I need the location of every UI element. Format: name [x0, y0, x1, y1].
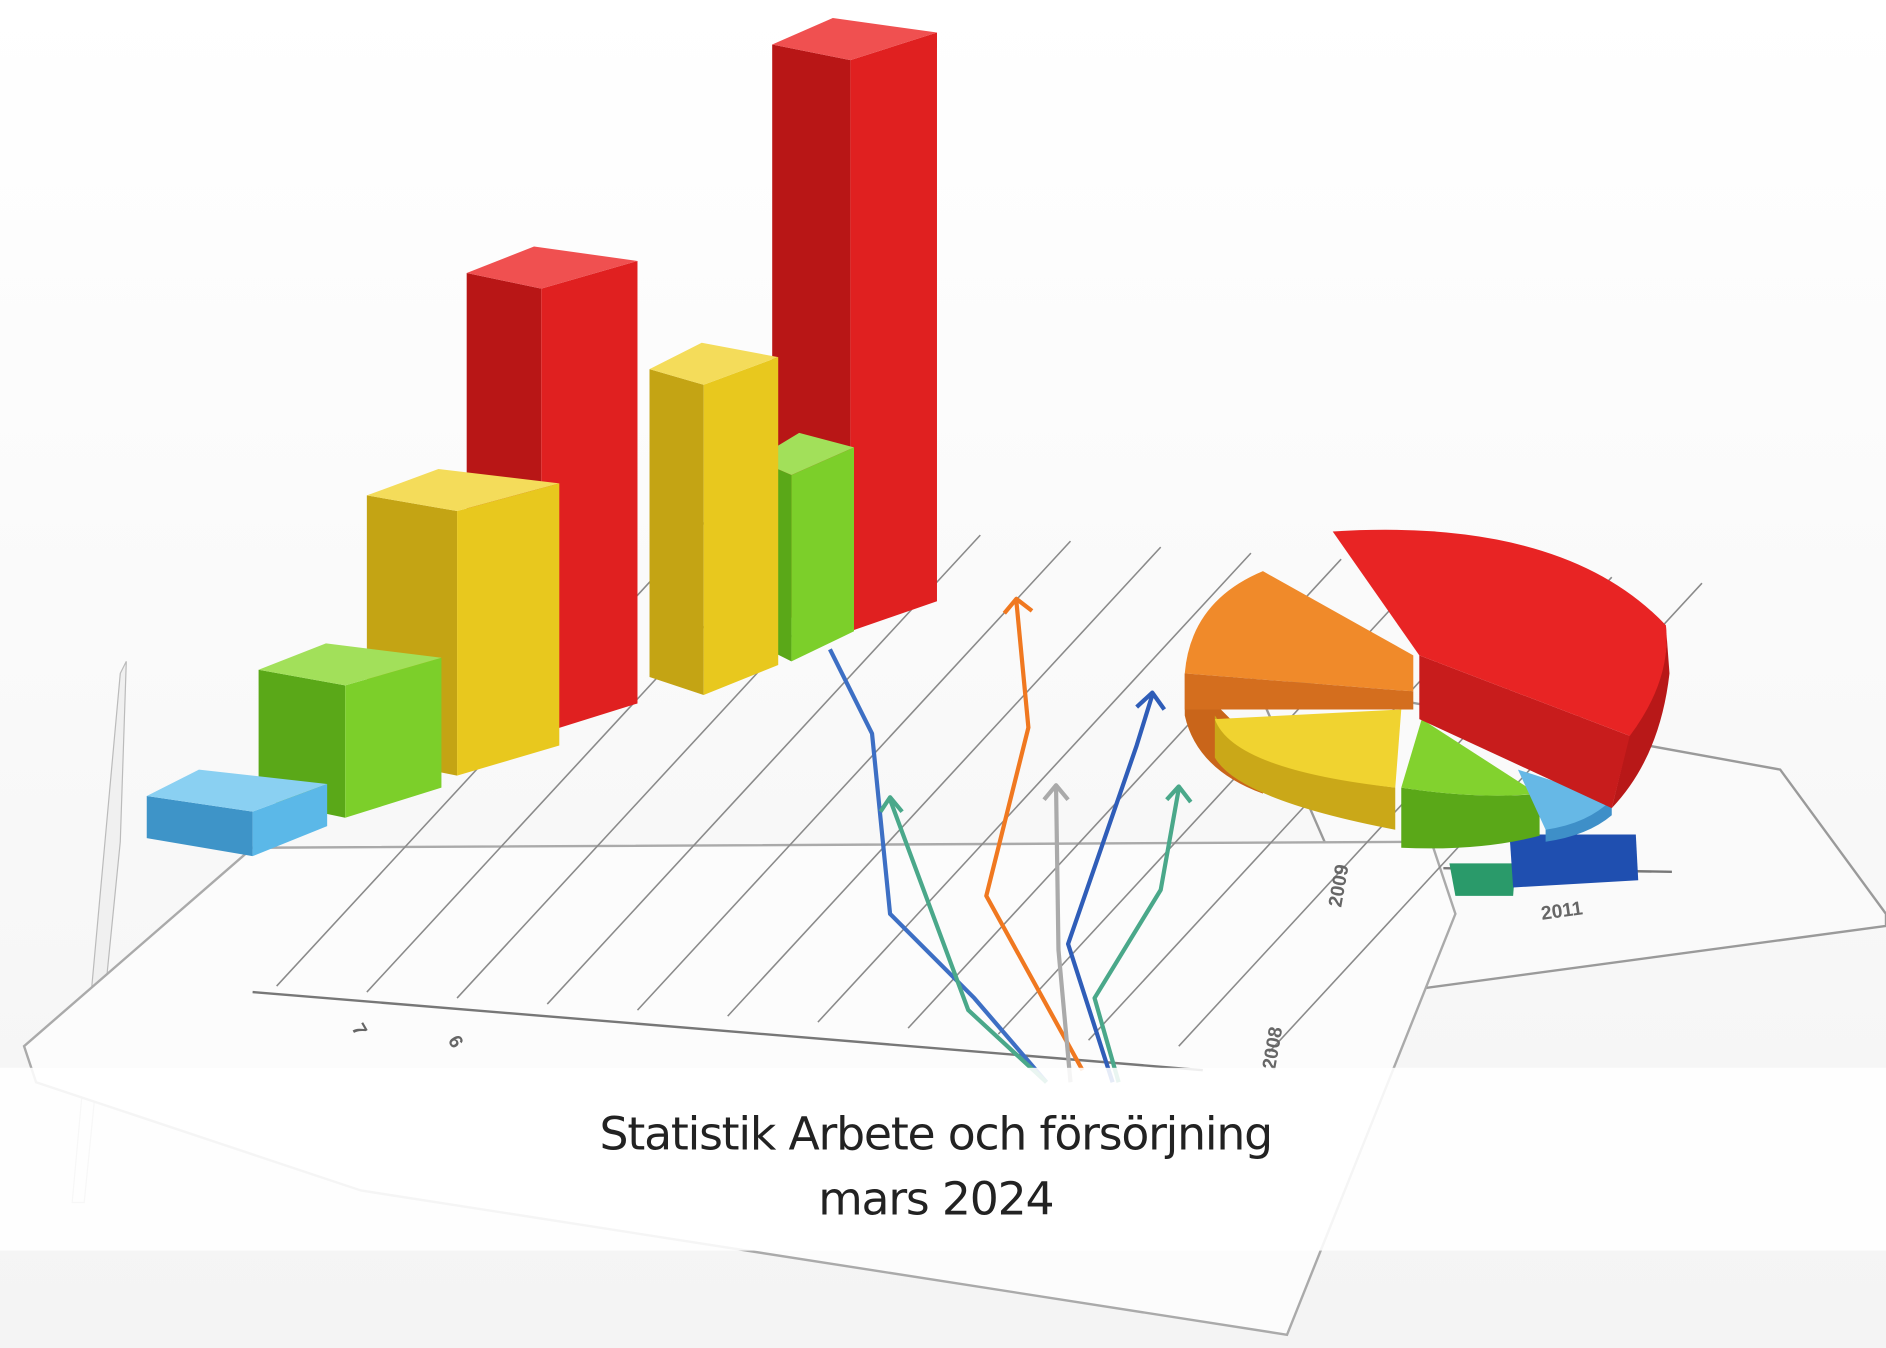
- arrow: [1002, 596, 1034, 615]
- bar-top: [146, 769, 328, 812]
- cover-title: Statistik Arbete och försörjning: [600, 1108, 1272, 1161]
- pie-slice: [1401, 719, 1538, 796]
- bar-side: [252, 784, 328, 857]
- arrow: [1135, 690, 1167, 711]
- bar-side: [791, 447, 854, 662]
- illustration-bar: [1509, 834, 1639, 888]
- bar-top: [366, 468, 560, 512]
- line: [1092, 788, 1181, 1083]
- bar-side: [703, 357, 779, 696]
- pie-side: [1184, 673, 1414, 710]
- illustration-lines: [828, 596, 1193, 1084]
- line: [888, 798, 1048, 1084]
- bar-top: [649, 342, 779, 385]
- arrow: [1165, 784, 1193, 804]
- line: [1065, 694, 1155, 1083]
- bar-front: [146, 796, 253, 857]
- pie-slice: [1184, 571, 1414, 692]
- grid-line: [727, 546, 1162, 1017]
- bar-side: [345, 657, 442, 818]
- bar-top: [755, 432, 854, 475]
- title-banner: [0, 1067, 1886, 1251]
- grid-line: [817, 552, 1252, 1023]
- bar-front: [649, 369, 704, 696]
- bar-side: [850, 32, 937, 632]
- illustration-bars: [146, 18, 937, 857]
- illustration-bar: [1449, 863, 1516, 896]
- bar-top: [772, 18, 937, 61]
- pie-slice: [1332, 529, 1667, 736]
- pie-side: [1214, 715, 1396, 830]
- arrow: [878, 795, 904, 814]
- pie-side: [1401, 787, 1540, 849]
- illustration-pie: [1184, 529, 1670, 849]
- arrow: [1042, 783, 1070, 802]
- line: [1053, 787, 1073, 1083]
- bar-top: [466, 246, 638, 289]
- pie-slice: [1214, 709, 1402, 788]
- grid-line: [636, 540, 1072, 1011]
- bar-top: [258, 643, 442, 686]
- bar-side: [541, 260, 638, 734]
- line: [828, 648, 1049, 1084]
- pie-slice: [1517, 769, 1612, 830]
- cover-subtitle: mars 2024: [818, 1173, 1053, 1226]
- illustration-axis: [252, 990, 1203, 1072]
- grid-line: [546, 534, 981, 1005]
- pie-side: [1611, 625, 1670, 809]
- bar-side: [457, 483, 560, 776]
- pie-side: [1419, 655, 1630, 809]
- line: [984, 601, 1085, 1072]
